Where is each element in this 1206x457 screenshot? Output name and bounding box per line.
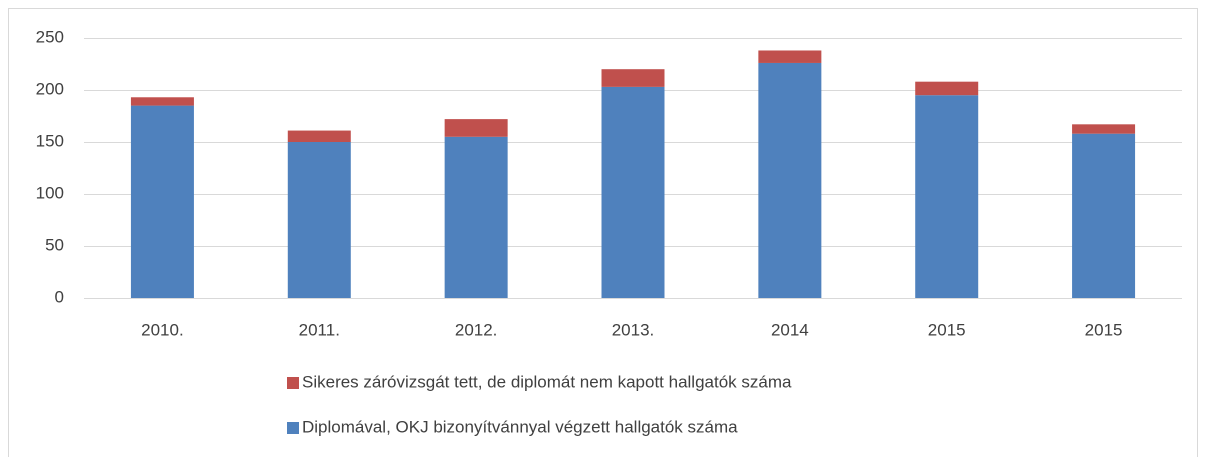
x-tick-label: 2010.	[141, 320, 184, 339]
bar-segment	[130, 97, 194, 106]
y-tick-label: 100	[36, 183, 64, 202]
y-tick-label: 250	[36, 27, 64, 46]
y-tick-label: 200	[36, 79, 64, 98]
legend-swatch	[287, 377, 299, 389]
bar-segment	[287, 130, 351, 142]
bar-segment	[444, 119, 508, 137]
x-tick-label: 2012.	[455, 320, 498, 339]
bar-segment	[601, 69, 665, 87]
legend-label: Sikeres záróvizsgát tett, de diplomát ne…	[302, 372, 792, 391]
bar-segment	[287, 142, 351, 298]
legend-label: Diplomával, OKJ bizonyítvánnyal végzett …	[302, 417, 738, 436]
bar-segment	[1072, 133, 1136, 298]
bar-segment	[915, 81, 979, 96]
x-tick-label: 2011.	[299, 320, 340, 339]
bar-segment	[758, 62, 822, 299]
bar-segment	[444, 136, 508, 298]
bar-segment	[1072, 124, 1136, 134]
bar-segment	[130, 105, 194, 298]
y-tick-label: 50	[45, 235, 64, 254]
x-tick-label: 2014	[771, 320, 809, 339]
legend-swatch	[287, 422, 299, 434]
x-tick-label: 2015	[1085, 320, 1123, 339]
x-tick-label: 2013.	[612, 320, 655, 339]
x-tick-label: 2015	[928, 320, 966, 339]
y-tick-label: 150	[36, 131, 64, 150]
bar-segment	[915, 95, 979, 298]
bar-segment	[601, 86, 665, 298]
y-tick-label: 0	[55, 287, 64, 306]
bar-segment	[758, 50, 822, 63]
chart-frame	[8, 8, 1198, 457]
